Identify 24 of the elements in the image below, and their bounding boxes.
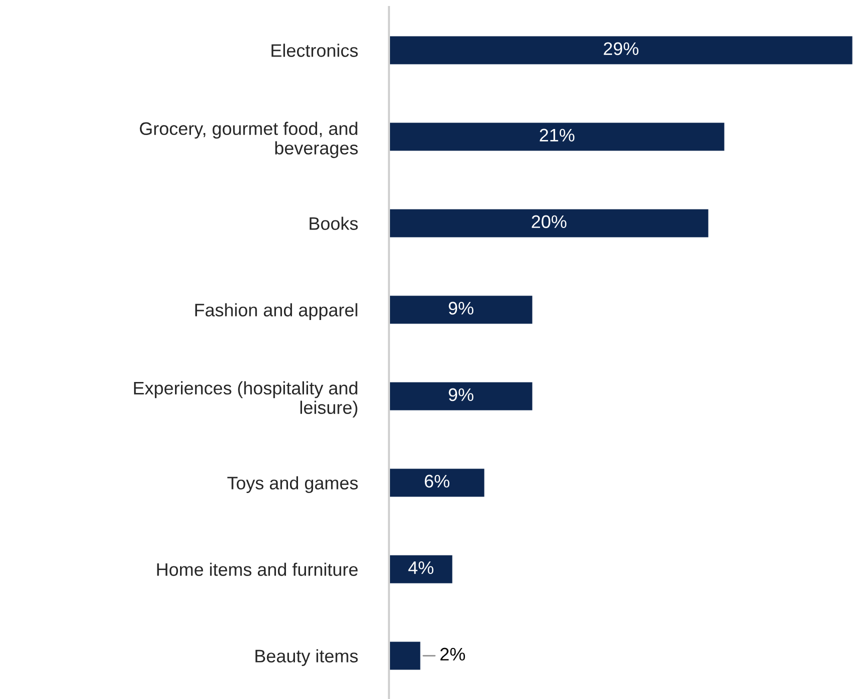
bar bbox=[388, 34, 853, 66]
bar bbox=[388, 208, 710, 239]
bar bbox=[388, 294, 534, 326]
y-tick-label: Fashion and apparel bbox=[195, 303, 358, 320]
data-label: 2% bbox=[440, 648, 465, 661]
bar bbox=[388, 380, 534, 412]
y-tick-label: Books bbox=[310, 216, 358, 230]
y-tick-label: Experiences (hospitality and leisure) bbox=[134, 381, 358, 418]
y-tick-label: Grocery, gourmet food, and beverages bbox=[140, 122, 358, 158]
y-tick-label: Electronics bbox=[272, 44, 358, 57]
bar bbox=[388, 554, 454, 585]
data-label: 4% bbox=[408, 561, 434, 574]
data-label: 6% bbox=[424, 474, 450, 488]
data-label: 29% bbox=[604, 42, 638, 56]
bar bbox=[388, 121, 726, 152]
data-label: 9% bbox=[448, 388, 474, 402]
data-label: 21% bbox=[540, 128, 574, 142]
y-tick-label: Toys and games bbox=[227, 476, 358, 494]
bar bbox=[388, 467, 486, 498]
bar bbox=[388, 640, 422, 672]
data-label: 9% bbox=[448, 302, 474, 315]
y-tick-label: Beauty items bbox=[256, 649, 358, 666]
y-tick-label: Home items and furniture bbox=[157, 562, 358, 576]
data-label: 20% bbox=[532, 215, 566, 228]
